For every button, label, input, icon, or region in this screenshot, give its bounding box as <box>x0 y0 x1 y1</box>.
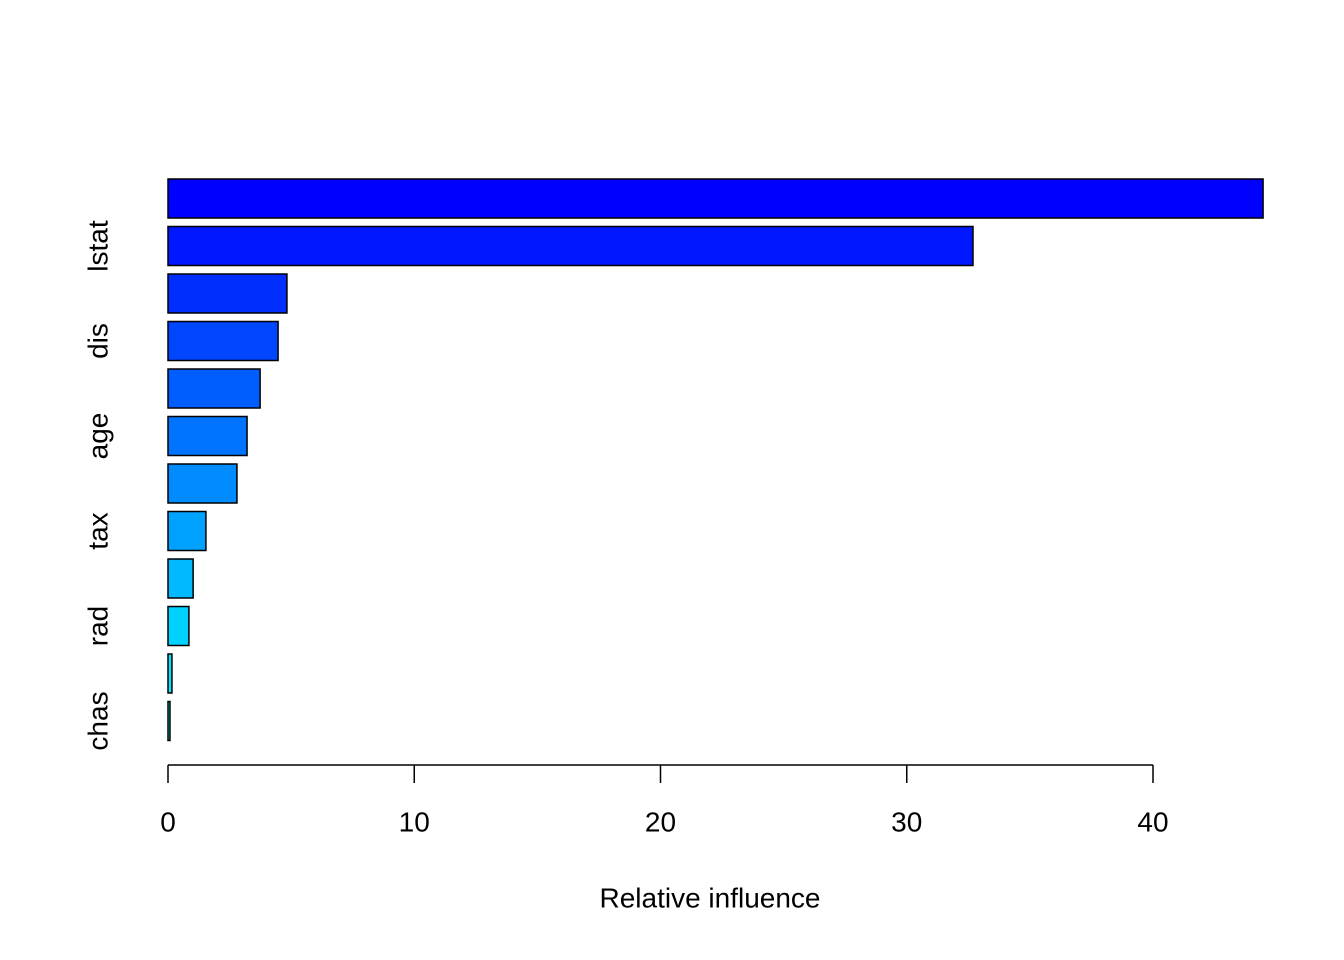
bar <box>167 225 974 267</box>
bar <box>167 653 173 694</box>
bar <box>167 273 288 314</box>
bar <box>167 700 171 742</box>
y-tick-label: dis <box>82 323 113 359</box>
bar <box>167 368 261 409</box>
y-tick-label: rad <box>82 606 113 646</box>
y-tick-label: lstat <box>82 220 113 272</box>
x-tick-label: 0 <box>160 806 176 837</box>
x-tick-label: 10 <box>399 806 430 837</box>
x-tick-label: 20 <box>645 806 676 837</box>
bar <box>167 605 190 647</box>
bar <box>167 463 238 504</box>
bar <box>167 415 248 457</box>
bar <box>167 510 207 552</box>
x-tick-label: 30 <box>891 806 922 837</box>
x-axis-label: Relative influence <box>599 882 820 913</box>
bar <box>167 558 194 599</box>
x-tick-label: 40 <box>1137 806 1168 837</box>
bar <box>167 320 279 362</box>
y-tick-label: age <box>82 413 113 460</box>
bar <box>167 178 1264 219</box>
y-tick-label: tax <box>82 512 113 549</box>
y-tick-label: chas <box>82 691 113 750</box>
